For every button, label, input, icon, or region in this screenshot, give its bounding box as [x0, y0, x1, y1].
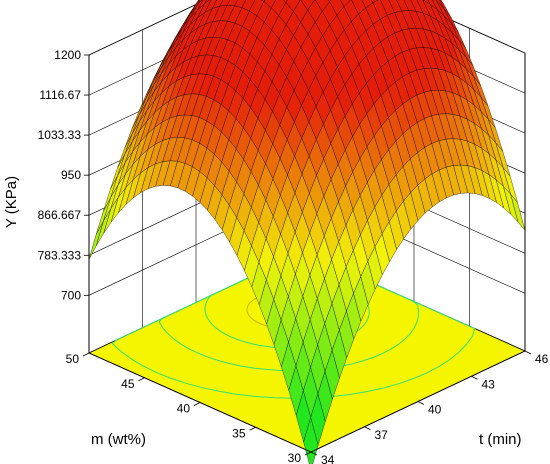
x-axis-title: m (wt%) — [91, 431, 146, 448]
surface-cell — [303, 416, 319, 464]
x-tick-label: 30 — [288, 451, 302, 464]
tick-labels: 700 783.333 866.667 950 1033.33 1116.67 1200 30… — [38, 48, 549, 464]
y-tick-mark — [524, 350, 532, 355]
axes — [82, 53, 532, 456]
x-tick-mark — [138, 377, 145, 382]
z-tick-label: 950 — [61, 168, 81, 182]
z-tick-label: 866.667 — [38, 208, 82, 222]
y-axis-title: t (min) — [479, 431, 522, 448]
x-tick-label: 35 — [232, 426, 246, 440]
x-tick-mark — [193, 402, 201, 406]
x-tick-mark — [82, 352, 90, 357]
x-tick-label: 45 — [121, 377, 135, 391]
surface-cell — [328, 0, 332, 3]
x-tick-label: 50 — [66, 352, 80, 366]
x-tick-label: 40 — [177, 402, 191, 416]
y-tick-label: 40 — [428, 403, 442, 417]
z-tick-label: 1116.67 — [39, 88, 81, 102]
y-tick-mark — [310, 451, 318, 456]
y-tick-label: 37 — [375, 428, 389, 442]
z-tick-label: 783.333 — [38, 248, 82, 262]
y-tick-label: 46 — [535, 352, 549, 366]
y-tick-mark — [417, 401, 425, 405]
z-tick-label: 1200 — [54, 48, 81, 62]
z-tick-label: 700 — [61, 288, 81, 302]
response-surface — [88, 0, 526, 464]
z-axis-title: Y (KPa) — [3, 176, 20, 228]
y-tick-mark — [364, 426, 371, 431]
z-tick-label: 1033.33 — [38, 128, 82, 142]
surface-cell — [283, 0, 288, 3]
y-tick-label: 34 — [321, 453, 335, 464]
x-tick-mark — [304, 451, 312, 456]
x-tick-mark — [249, 426, 256, 431]
y-tick-label: 43 — [482, 377, 496, 391]
y-tick-mark — [471, 375, 478, 380]
